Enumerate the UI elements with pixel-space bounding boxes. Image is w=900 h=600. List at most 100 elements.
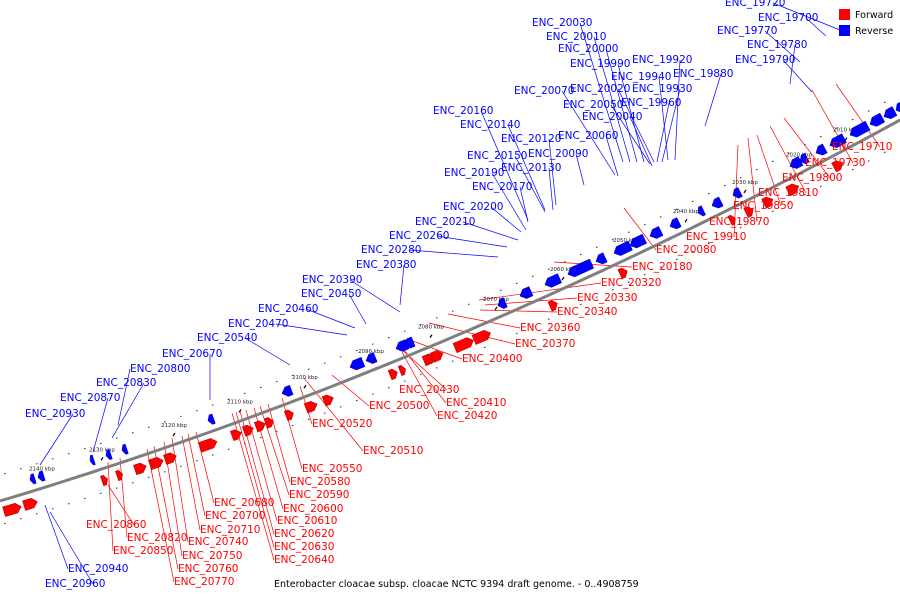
reverse-gene-label[interactable]: ENC_20380: [356, 259, 416, 271]
reverse-gene-label[interactable]: ENC_20800: [130, 363, 190, 375]
reverse-gene-label[interactable]: ENC_20540: [197, 332, 257, 344]
forward-gene-label[interactable]: ENC_20510: [363, 445, 423, 457]
guide-dot: [499, 289, 502, 292]
forward-gene-label[interactable]: ENC_19710: [832, 141, 892, 153]
reverse-gene-label[interactable]: ENC_19880: [673, 68, 733, 80]
reverse-gene-label[interactable]: ENC_19700: [758, 12, 818, 24]
reverse-gene-label[interactable]: ENC_20460: [258, 303, 318, 315]
reverse-gene-label[interactable]: ENC_20280: [361, 244, 421, 256]
reverse-leader-line: [305, 308, 356, 329]
forward-gene-label[interactable]: ENC_20340: [557, 306, 617, 318]
forward-gene-label[interactable]: ENC_20550: [302, 463, 362, 475]
forward-gene-label[interactable]: ENC_20620: [274, 528, 334, 540]
tick-mark: [561, 276, 565, 281]
reverse-gene-label[interactable]: ENC_19930: [632, 83, 692, 95]
forward-gene-label[interactable]: ENC_20820: [127, 532, 187, 544]
forward-gene-label[interactable]: ENC_20710: [200, 524, 260, 536]
reverse-gene-label[interactable]: ENC_20260: [389, 230, 449, 242]
forward-gene-label[interactable]: ENC_20410: [446, 397, 506, 409]
reverse-gene: [613, 240, 633, 256]
forward-leader-line: [428, 322, 516, 345]
forward-gene-label[interactable]: ENC_20630: [274, 541, 334, 553]
forward-gene-label[interactable]: ENC_20500: [369, 400, 429, 412]
forward-gene-label[interactable]: ENC_20320: [601, 277, 661, 289]
reverse-gene-label[interactable]: ENC_20450: [301, 288, 361, 300]
forward-gene-label[interactable]: ENC_20740: [188, 536, 248, 548]
tick-label: 2070 kbp: [483, 297, 509, 303]
forward-gene-label[interactable]: ENC_20360: [520, 322, 580, 334]
reverse-gene-label[interactable]: ENC_20870: [60, 392, 120, 404]
reverse-gene-label[interactable]: ENC_20000: [558, 43, 618, 55]
reverse-gene-label[interactable]: ENC_19720: [725, 0, 785, 9]
reverse-gene-label[interactable]: ENC_20830: [96, 377, 156, 389]
reverse-gene-label[interactable]: ENC_20020: [570, 83, 630, 95]
forward-gene-label[interactable]: ENC_20850: [113, 545, 173, 557]
forward-gene-label[interactable]: ENC_20680: [214, 497, 274, 509]
tick-mark: [303, 384, 307, 389]
reverse-leader-line: [661, 88, 681, 163]
forward-gene-label[interactable]: ENC_20640: [274, 554, 334, 566]
guide-dot: [851, 118, 854, 121]
reverse-gene-label[interactable]: ENC_20470: [228, 318, 288, 330]
forward-gene-label[interactable]: ENC_20770: [174, 576, 234, 588]
forward-gene-label[interactable]: ENC_19730: [805, 157, 865, 169]
forward-gene-label[interactable]: ENC_20400: [462, 353, 522, 365]
reverse-gene-label[interactable]: ENC_19960: [621, 97, 681, 109]
forward-gene-label[interactable]: ENC_20420: [437, 410, 497, 422]
reverse-gene: [799, 152, 810, 165]
forward-gene-label[interactable]: ENC_20430: [399, 384, 459, 396]
forward-gene-label[interactable]: ENC_20760: [178, 563, 238, 575]
forward-gene-label[interactable]: ENC_19800: [782, 172, 842, 184]
reverse-gene-label[interactable]: ENC_20210: [415, 216, 475, 228]
forward-gene-label[interactable]: ENC_20750: [182, 550, 242, 562]
forward-gene-label[interactable]: ENC_20590: [289, 489, 349, 501]
guide-dot: [259, 386, 262, 389]
reverse-gene-label[interactable]: ENC_20150: [467, 150, 527, 162]
forward-gene-label[interactable]: ENC_20860: [86, 519, 146, 531]
reverse-gene-label[interactable]: ENC_20090: [528, 148, 588, 160]
forward-gene-label[interactable]: ENC_20580: [290, 476, 350, 488]
reverse-gene-label[interactable]: ENC_20160: [433, 105, 493, 117]
forward-leader-line: [281, 397, 303, 470]
forward-gene-label[interactable]: ENC_20610: [277, 515, 337, 527]
forward-gene-label[interactable]: ENC_20520: [312, 418, 372, 430]
reverse-gene-label[interactable]: ENC_20170: [472, 181, 532, 193]
reverse-leader-line: [244, 337, 291, 366]
forward-gene-label[interactable]: ENC_20700: [205, 510, 265, 522]
forward-gene: [253, 420, 266, 433]
reverse-gene-label[interactable]: ENC_20060: [558, 130, 618, 142]
reverse-gene-label[interactable]: ENC_19780: [747, 39, 807, 51]
reverse-gene-label[interactable]: ENC_20040: [582, 111, 642, 123]
forward-leader-line: [331, 374, 370, 407]
reverse-gene-label[interactable]: ENC_20190: [444, 167, 504, 179]
reverse-gene-label[interactable]: ENC_19940: [611, 71, 671, 83]
reverse-gene-label[interactable]: ENC_20120: [501, 133, 561, 145]
forward-gene-label[interactable]: ENC_19850: [733, 200, 793, 212]
reverse-gene-label[interactable]: ENC_20940: [68, 563, 128, 575]
reverse-gene-label[interactable]: ENC_20960: [45, 578, 105, 590]
reverse-gene-label[interactable]: ENC_20010: [546, 31, 606, 43]
reverse-gene-label[interactable]: ENC_20930: [25, 408, 85, 420]
reverse-gene-label[interactable]: ENC_19770: [717, 25, 777, 37]
forward-gene-label[interactable]: ENC_20370: [515, 338, 575, 350]
forward-gene-label[interactable]: ENC_20330: [577, 292, 637, 304]
reverse-gene-label[interactable]: ENC_19990: [570, 58, 630, 70]
reverse-gene-label[interactable]: ENC_20130: [501, 162, 561, 174]
reverse-gene-label[interactable]: ENC_20670: [162, 348, 222, 360]
reverse-gene-label[interactable]: ENC_20390: [302, 274, 362, 286]
guide-dot: [483, 296, 486, 299]
reverse-gene-label[interactable]: ENC_20030: [532, 17, 592, 29]
forward-gene-label[interactable]: ENC_20080: [656, 244, 716, 256]
reverse-gene-label[interactable]: ENC_19790: [735, 54, 795, 66]
reverse-gene-label[interactable]: ENC_20200: [443, 201, 503, 213]
forward-gene: [2, 502, 22, 517]
forward-gene-label[interactable]: ENC_20600: [283, 503, 343, 515]
forward-gene-label[interactable]: ENC_19910: [686, 231, 746, 243]
forward-gene-label[interactable]: ENC_20180: [632, 261, 692, 273]
forward-gene-label[interactable]: ENC_19810: [758, 187, 818, 199]
forward-gene-label[interactable]: ENC_19870: [709, 216, 769, 228]
reverse-gene-label[interactable]: ENC_20140: [460, 119, 520, 131]
reverse-gene-label[interactable]: ENC_20050: [563, 99, 623, 111]
reverse-gene-label[interactable]: ENC_20070: [514, 85, 574, 97]
reverse-gene-label[interactable]: ENC_19920: [632, 54, 692, 66]
